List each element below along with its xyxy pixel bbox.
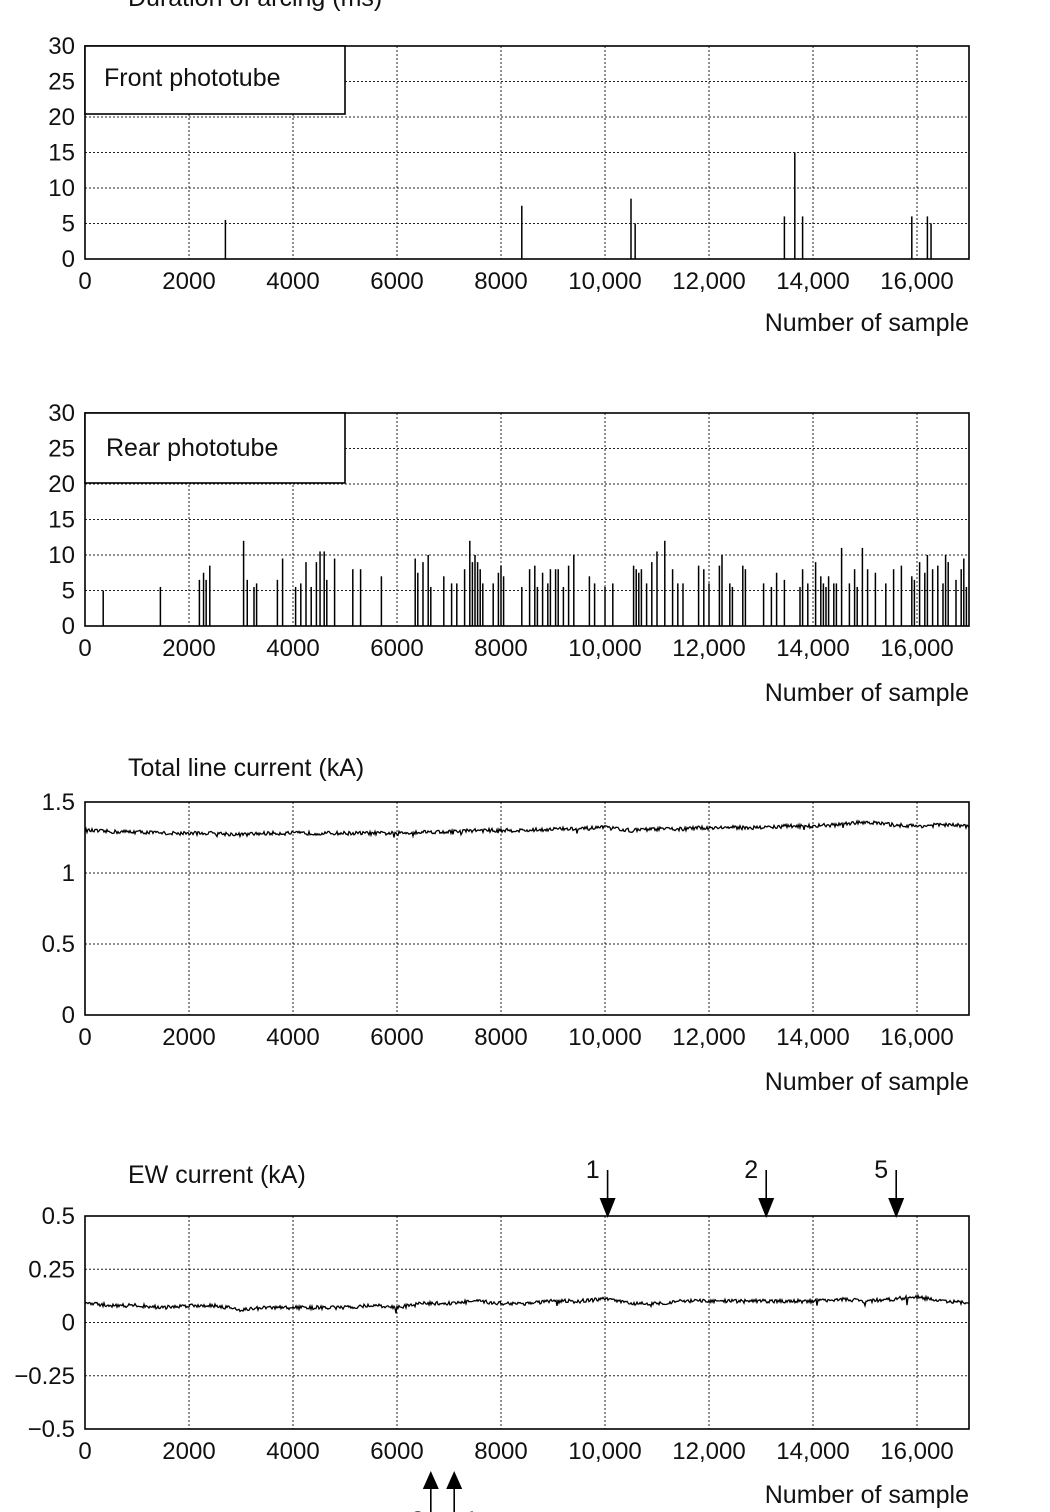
x-axis-label: Number of sample	[765, 309, 969, 337]
y-tick-label: 1	[62, 860, 75, 887]
x-tick-label: 2000	[162, 268, 215, 295]
x-tick-label: 16,000	[880, 1438, 953, 1465]
annotation-arrow-3: 3	[411, 1471, 439, 1512]
annotation-arrow-5: 5	[874, 1156, 905, 1218]
x-tick-label: 8000	[474, 1024, 527, 1051]
y-tick-label: −0.5	[28, 1416, 75, 1443]
y-tick-label: 0	[62, 1002, 75, 1029]
y-tick-label: 20	[48, 104, 75, 131]
x-tick-label: 6000	[370, 1024, 423, 1051]
x-tick-label: 0	[78, 268, 91, 295]
plot-frame	[84, 412, 970, 627]
chart-title: EW current (kA)	[128, 1161, 306, 1189]
x-tick-label: 12,000	[672, 635, 745, 662]
annotation-arrow-2: 2	[744, 1156, 775, 1218]
y-tick-label: 0.5	[42, 931, 75, 958]
y-tick-label: 25	[48, 436, 75, 463]
y-tick-label: 10	[48, 175, 75, 202]
annotation-label: 4	[462, 1507, 476, 1512]
chart-title: Total line current (kA)	[128, 754, 364, 782]
y-tick-label: 15	[48, 140, 75, 167]
x-axis-label: Number of sample	[765, 679, 969, 707]
x-tick-label: 10,000	[568, 1024, 641, 1051]
annotation-arrow-4: 4	[446, 1471, 476, 1512]
x-tick-label: 14,000	[776, 268, 849, 295]
x-tick-label: 8000	[474, 1438, 527, 1465]
x-tick-label: 12,000	[672, 268, 745, 295]
y-tick-label: 10	[48, 542, 75, 569]
x-tick-label: 2000	[162, 1438, 215, 1465]
annotation-label: 2	[744, 1156, 758, 1184]
x-tick-label: 14,000	[776, 635, 849, 662]
x-tick-label: 16,000	[880, 1024, 953, 1051]
x-tick-label: 16,000	[880, 635, 953, 662]
y-tick-label: 0.5	[42, 1203, 75, 1230]
y-tick-label: 0.25	[28, 1256, 75, 1283]
total-line-current-chart: Total line current (kA) 0 0.5 1 1.5 0 2000 40…	[42, 754, 970, 1096]
legend-box	[84, 412, 346, 484]
plot-frame	[84, 801, 970, 1016]
y-tick-label: 20	[48, 471, 75, 498]
y-tick-label: 0	[62, 1310, 75, 1337]
x-tick-label: 6000	[370, 1438, 423, 1465]
front-phototube-chart: Duration of arcing (ms) Front phototube …	[48, 0, 970, 337]
y-tick-label: 5	[62, 578, 75, 605]
x-axis-label: Number of sample	[765, 1481, 969, 1509]
x-tick-label: 4000	[266, 635, 319, 662]
plot-frame	[84, 1215, 970, 1430]
x-tick-label: 8000	[474, 635, 527, 662]
y-tick-label: 30	[48, 33, 75, 60]
rear-phototube-chart: Rear phototube 0 5 10 15 20 25 30 0 2000 4000 600…	[48, 400, 970, 707]
x-tick-label: 4000	[266, 268, 319, 295]
plot-frame	[84, 45, 970, 260]
y-tick-label: 0	[62, 246, 75, 273]
x-tick-label: 8000	[474, 268, 527, 295]
y-tick-label: 15	[48, 507, 75, 534]
x-tick-label: 10,000	[568, 1438, 641, 1465]
y-tick-label: 0	[62, 613, 75, 640]
x-tick-label: 0	[78, 1438, 91, 1465]
x-tick-label: 14,000	[776, 1438, 849, 1465]
y-tick-label: 1.5	[42, 789, 75, 816]
annotation-arrow-1: 1	[586, 1156, 616, 1218]
annotation-label: 3	[411, 1507, 425, 1512]
x-tick-label: 10,000	[568, 268, 641, 295]
annotation-label: 5	[874, 1156, 888, 1184]
y-tick-label: 30	[48, 400, 75, 427]
x-tick-label: 4000	[266, 1438, 319, 1465]
x-tick-label: 2000	[162, 1024, 215, 1051]
x-axis-label: Number of sample	[765, 1068, 969, 1096]
x-tick-label: 0	[78, 635, 91, 662]
legend-label: Rear phototube	[106, 434, 278, 462]
x-tick-label: 12,000	[672, 1438, 745, 1465]
y-tick-label: 5	[62, 211, 75, 238]
annotation-label: 1	[586, 1156, 600, 1184]
x-tick-label: 4000	[266, 1024, 319, 1051]
x-tick-label: 6000	[370, 635, 423, 662]
x-tick-label: 0	[78, 1024, 91, 1051]
x-tick-label: 6000	[370, 268, 423, 295]
series-line	[84, 1293, 970, 1314]
x-tick-label: 10,000	[568, 635, 641, 662]
legend-box	[84, 45, 346, 115]
x-tick-label: 12,000	[672, 1024, 745, 1051]
ew-current-chart: EW current (kA) −0.5 −0.25 0 0.25 0.5 0 2000 4…	[14, 1156, 970, 1512]
y-tick-label: −0.25	[14, 1363, 75, 1390]
x-tick-label: 2000	[162, 635, 215, 662]
x-tick-label: 14,000	[776, 1024, 849, 1051]
chart-title: Duration of arcing (ms)	[128, 0, 382, 12]
series-line	[84, 819, 970, 839]
y-tick-label: 25	[48, 69, 75, 96]
x-tick-label: 16,000	[880, 268, 953, 295]
legend-label: Front phototube	[104, 64, 281, 92]
